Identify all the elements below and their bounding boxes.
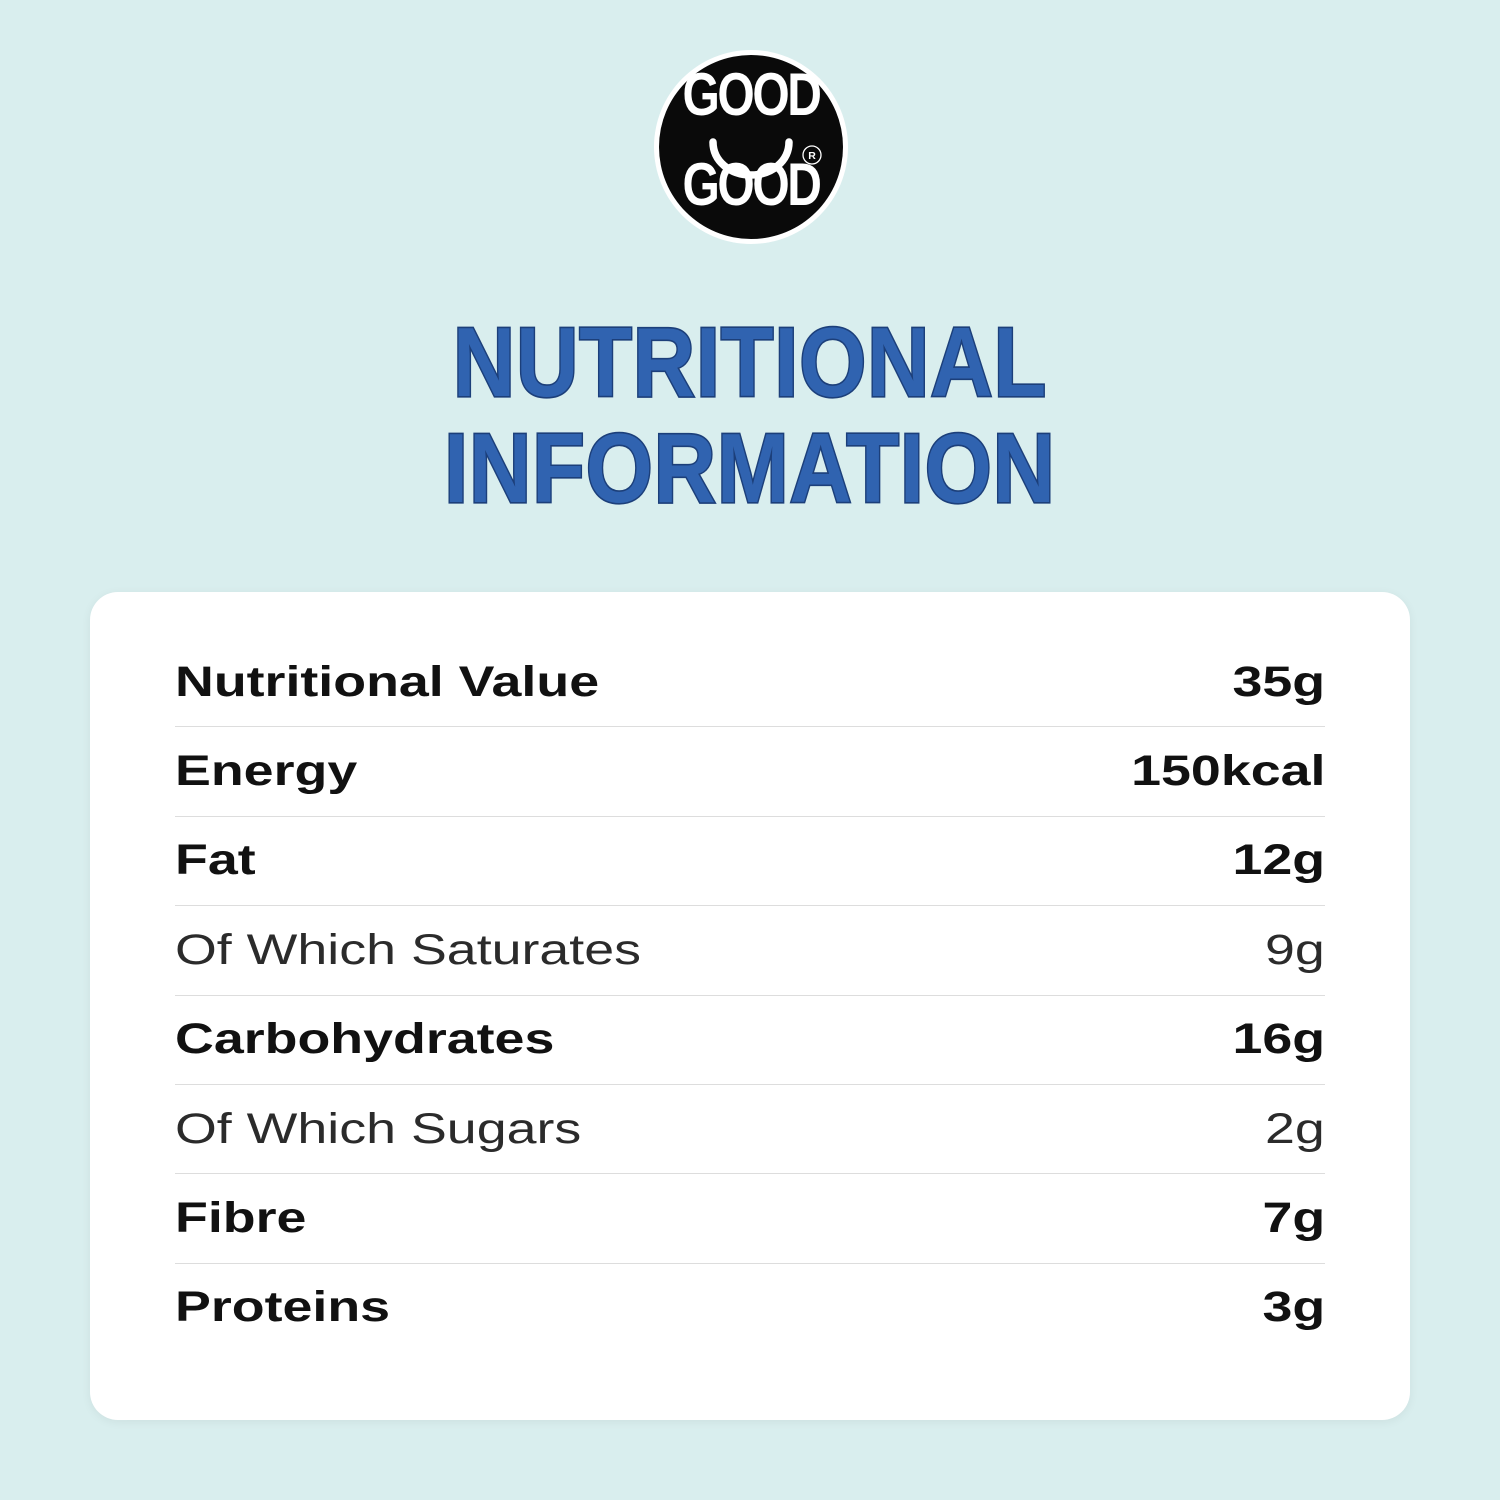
svg-text:GOOD: GOOD [682, 151, 819, 218]
svg-text:GOOD: GOOD [682, 61, 819, 128]
svg-text:R: R [808, 150, 816, 162]
